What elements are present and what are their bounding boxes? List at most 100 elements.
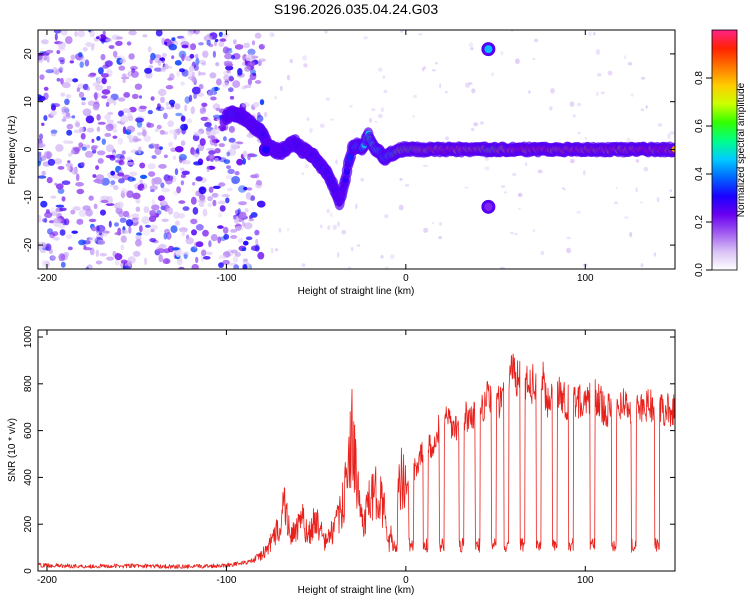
noise-speckle	[148, 144, 154, 149]
noise-speckle	[80, 133, 86, 140]
noise-speckle	[180, 115, 186, 122]
noise-speckle	[87, 109, 90, 117]
noise-speckle	[257, 251, 265, 260]
noise-speckle	[127, 115, 134, 121]
noise-speckle	[178, 266, 185, 269]
noise-speckle	[94, 92, 98, 100]
figure-title: S196.2026.035.04.24.G03	[274, 1, 438, 17]
noise-speckle	[158, 244, 168, 249]
noise-speckle	[160, 66, 167, 73]
noise-speckle	[209, 72, 217, 79]
noise-speckle	[65, 162, 73, 168]
noise-speckle	[79, 61, 84, 68]
noise-speckle	[116, 201, 124, 209]
noise-speckle	[203, 35, 213, 42]
noise-speckle	[377, 67, 383, 72]
noise-speckle	[51, 231, 59, 237]
noise-speckle	[66, 129, 73, 136]
noise-speckle	[212, 114, 222, 119]
noise-speckle	[330, 212, 333, 217]
noise-speckle	[540, 250, 545, 256]
noise-speckle	[69, 60, 75, 64]
noise-speckle	[174, 103, 181, 110]
y-tick-label: 0	[23, 568, 34, 574]
noise-speckle	[78, 91, 85, 98]
isolated-blob	[261, 145, 270, 154]
noise-speckle	[130, 149, 139, 154]
noise-speckle	[46, 176, 53, 184]
noise-speckle	[97, 158, 104, 164]
noise-speckle	[191, 229, 197, 236]
noise-speckle	[383, 89, 388, 94]
noise-speckle	[108, 45, 115, 49]
noise-speckle	[223, 60, 233, 65]
noise-speckle	[148, 171, 156, 177]
noise-speckle	[149, 238, 157, 243]
noise-speckle	[327, 225, 331, 230]
noise-speckle	[251, 40, 256, 46]
noise-speckle	[139, 225, 143, 233]
noise-speckle	[56, 77, 61, 82]
noise-speckle	[126, 214, 131, 219]
noise-speckle	[55, 204, 65, 208]
noise-speckle	[243, 240, 249, 246]
noise-speckle	[656, 197, 660, 203]
noise-speckle	[561, 187, 565, 190]
noise-speckle	[319, 123, 325, 128]
noise-speckle	[118, 160, 125, 166]
noise-speckle	[51, 104, 56, 111]
noise-speckle	[148, 210, 156, 213]
noise-speckle	[88, 236, 97, 243]
noise-speckle	[153, 177, 162, 185]
noise-speckle	[189, 53, 195, 59]
noise-speckle	[179, 158, 184, 162]
noise-speckle	[120, 229, 130, 234]
snr-plot-area	[38, 353, 675, 569]
noise-speckle	[108, 123, 117, 130]
noise-speckle	[155, 106, 165, 112]
noise-speckle	[389, 254, 395, 260]
noise-speckle	[86, 127, 95, 133]
noise-speckle	[126, 125, 136, 133]
noise-speckle	[174, 168, 179, 176]
noise-speckle	[118, 210, 124, 218]
noise-speckle	[515, 58, 520, 65]
noise-speckle	[537, 169, 543, 174]
noise-speckle	[117, 172, 125, 177]
noise-speckle	[464, 186, 469, 189]
noise-speckle	[88, 195, 94, 201]
noise-speckle	[210, 96, 217, 101]
noise-speckle	[191, 76, 197, 83]
noise-speckle	[109, 154, 116, 161]
noise-speckle	[222, 81, 229, 88]
noise-speckle	[228, 76, 235, 82]
noise-speckle	[148, 65, 154, 69]
noise-speckle	[242, 264, 248, 269]
noise-speckle	[43, 151, 53, 159]
noise-speckle	[95, 165, 100, 171]
noise-speckle	[242, 150, 248, 158]
noise-speckle	[193, 153, 200, 158]
noise-speckle	[165, 101, 169, 107]
noise-speckle	[223, 70, 232, 76]
noise-speckle	[61, 180, 71, 185]
noise-speckle	[149, 224, 159, 231]
noise-speckle	[71, 115, 76, 119]
noise-speckle	[211, 192, 219, 198]
noise-speckle	[101, 89, 111, 95]
noise-speckle	[151, 155, 157, 159]
noise-speckle	[144, 257, 148, 266]
noise-speckle	[117, 227, 122, 236]
noise-speckle	[97, 121, 106, 125]
noise-speckle	[148, 215, 157, 222]
noise-speckle	[84, 150, 94, 158]
noise-speckle	[302, 55, 307, 61]
noise-speckle	[510, 231, 514, 235]
noise-speckle	[118, 178, 125, 184]
y-tick-label: 20	[23, 48, 34, 60]
noise-speckle	[143, 206, 149, 214]
noise-speckle	[50, 103, 56, 108]
noise-speckle	[202, 50, 209, 58]
noise-speckle	[139, 183, 145, 189]
noise-speckle	[119, 217, 127, 223]
